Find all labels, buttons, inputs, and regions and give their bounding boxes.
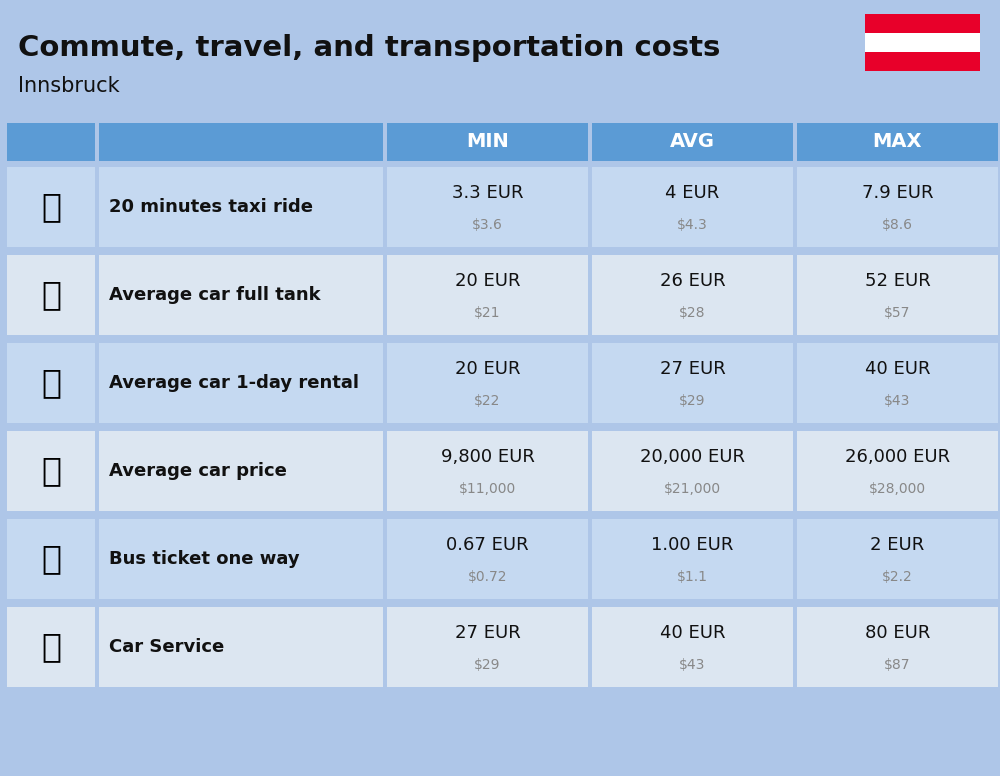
Text: $21,000: $21,000 [664, 482, 721, 496]
Text: Bus ticket one way: Bus ticket one way [109, 550, 300, 568]
Text: 26,000 EUR: 26,000 EUR [845, 448, 950, 466]
Text: $57: $57 [884, 306, 911, 320]
Text: 20 EUR: 20 EUR [455, 360, 520, 378]
Text: 7.9 EUR: 7.9 EUR [862, 184, 933, 202]
Text: Average car 1-day rental: Average car 1-day rental [109, 374, 359, 392]
Text: 20,000 EUR: 20,000 EUR [640, 448, 745, 466]
Text: 🚙: 🚙 [41, 366, 61, 400]
Text: Car Service: Car Service [109, 638, 224, 656]
Text: 🚌: 🚌 [41, 542, 61, 576]
Text: $2.2: $2.2 [882, 570, 913, 584]
Text: 2 EUR: 2 EUR [870, 536, 925, 554]
Text: Innsbruck: Innsbruck [18, 76, 120, 96]
FancyBboxPatch shape [592, 343, 793, 423]
Text: 🚖: 🚖 [41, 190, 61, 223]
Text: 40 EUR: 40 EUR [865, 360, 930, 378]
FancyBboxPatch shape [797, 167, 998, 247]
FancyBboxPatch shape [7, 167, 95, 247]
FancyBboxPatch shape [99, 167, 383, 247]
FancyBboxPatch shape [99, 607, 383, 687]
FancyBboxPatch shape [865, 52, 980, 71]
FancyBboxPatch shape [387, 167, 588, 247]
FancyBboxPatch shape [865, 33, 980, 52]
Text: $11,000: $11,000 [459, 482, 516, 496]
Text: $29: $29 [474, 658, 501, 672]
FancyBboxPatch shape [797, 519, 998, 599]
FancyBboxPatch shape [99, 123, 383, 161]
Text: Commute, travel, and transportation costs: Commute, travel, and transportation cost… [18, 34, 720, 62]
FancyBboxPatch shape [7, 343, 95, 423]
FancyBboxPatch shape [797, 123, 998, 161]
Text: Average car price: Average car price [109, 462, 287, 480]
Text: $3.6: $3.6 [472, 218, 503, 232]
Text: $28,000: $28,000 [869, 482, 926, 496]
Text: 20 minutes taxi ride: 20 minutes taxi ride [109, 198, 313, 216]
FancyBboxPatch shape [797, 343, 998, 423]
FancyBboxPatch shape [592, 123, 793, 161]
Text: AVG: AVG [670, 133, 715, 151]
FancyBboxPatch shape [797, 255, 998, 335]
Text: 9,800 EUR: 9,800 EUR [441, 448, 534, 466]
Text: 27 EUR: 27 EUR [455, 624, 520, 642]
FancyBboxPatch shape [99, 255, 383, 335]
Text: Average car full tank: Average car full tank [109, 286, 321, 304]
FancyBboxPatch shape [99, 431, 383, 511]
FancyBboxPatch shape [99, 519, 383, 599]
FancyBboxPatch shape [387, 431, 588, 511]
Text: 4 EUR: 4 EUR [665, 184, 720, 202]
FancyBboxPatch shape [865, 14, 980, 33]
Text: 26 EUR: 26 EUR [660, 272, 725, 290]
FancyBboxPatch shape [7, 607, 95, 687]
Text: MAX: MAX [873, 133, 922, 151]
Text: 3.3 EUR: 3.3 EUR [452, 184, 523, 202]
Text: 27 EUR: 27 EUR [660, 360, 725, 378]
FancyBboxPatch shape [387, 123, 588, 161]
Text: MIN: MIN [466, 133, 509, 151]
Text: $87: $87 [884, 658, 911, 672]
FancyBboxPatch shape [387, 607, 588, 687]
FancyBboxPatch shape [99, 343, 383, 423]
Text: 52 EUR: 52 EUR [865, 272, 930, 290]
Text: $0.72: $0.72 [468, 570, 507, 584]
Text: 80 EUR: 80 EUR [865, 624, 930, 642]
FancyBboxPatch shape [7, 519, 95, 599]
Text: $8.6: $8.6 [882, 218, 913, 232]
FancyBboxPatch shape [797, 431, 998, 511]
Text: $43: $43 [884, 394, 911, 408]
Text: 0.67 EUR: 0.67 EUR [446, 536, 529, 554]
Text: 🚗: 🚗 [41, 455, 61, 487]
Text: $43: $43 [679, 658, 706, 672]
Text: $29: $29 [679, 394, 706, 408]
FancyBboxPatch shape [592, 167, 793, 247]
FancyBboxPatch shape [7, 255, 95, 335]
FancyBboxPatch shape [592, 519, 793, 599]
Text: $4.3: $4.3 [677, 218, 708, 232]
Text: 20 EUR: 20 EUR [455, 272, 520, 290]
FancyBboxPatch shape [592, 255, 793, 335]
FancyBboxPatch shape [592, 607, 793, 687]
FancyBboxPatch shape [387, 343, 588, 423]
Text: $1.1: $1.1 [677, 570, 708, 584]
Text: 40 EUR: 40 EUR [660, 624, 725, 642]
FancyBboxPatch shape [7, 431, 95, 511]
FancyBboxPatch shape [592, 431, 793, 511]
Text: $21: $21 [474, 306, 501, 320]
Text: 1.00 EUR: 1.00 EUR [651, 536, 734, 554]
Text: $28: $28 [679, 306, 706, 320]
FancyBboxPatch shape [387, 519, 588, 599]
Text: ⛽: ⛽ [41, 279, 61, 311]
FancyBboxPatch shape [797, 607, 998, 687]
Text: 🛠: 🛠 [41, 630, 61, 663]
FancyBboxPatch shape [7, 123, 95, 161]
FancyBboxPatch shape [387, 255, 588, 335]
Text: $22: $22 [474, 394, 501, 408]
